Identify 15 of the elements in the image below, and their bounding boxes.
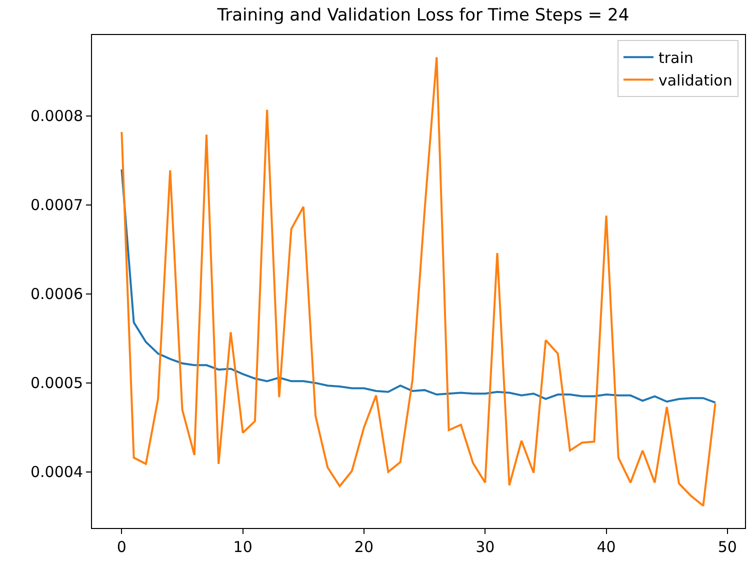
legend-label: validation bbox=[658, 72, 732, 90]
x-tick-label: 40 bbox=[596, 538, 616, 556]
legend-label: train bbox=[658, 49, 694, 68]
y-tick-label: 0.0004 bbox=[30, 463, 83, 482]
x-tick-label: 10 bbox=[233, 538, 252, 556]
y-tick-label: 0.0006 bbox=[30, 285, 83, 304]
x-tick-label: 50 bbox=[718, 538, 737, 556]
line-series bbox=[120, 168, 716, 404]
x-tick-label: 20 bbox=[354, 538, 374, 556]
y-tick-label: 0.0007 bbox=[30, 196, 83, 214]
y-tick-label: 0.0008 bbox=[30, 107, 83, 126]
chart-title: Training and Validation Loss for Time Steps = 24 bbox=[216, 5, 630, 26]
x-tick-label: 0 bbox=[116, 538, 126, 556]
y-tick-label: 0.0005 bbox=[30, 374, 83, 392]
x-tick-label: 30 bbox=[476, 538, 495, 556]
